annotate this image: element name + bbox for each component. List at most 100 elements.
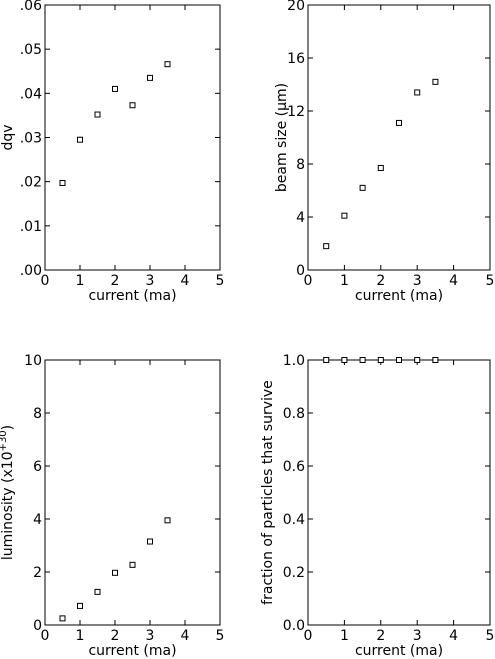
chart-panel-4: 0 1 2 3 4 5 0.0 0.2 0.4 0.6 0.8 1.0 current (ma) frac… [260, 353, 494, 659]
x-tick-label: 1 [76, 628, 85, 644]
data-point [112, 569, 118, 576]
data-point [129, 561, 136, 568]
x-tick-label: 3 [146, 628, 155, 644]
y-tick-label: 4 [296, 210, 305, 226]
y-tick-label: .04 [20, 86, 42, 102]
y-tick-label: 0.0 [283, 618, 305, 634]
data-point [341, 357, 348, 363]
data-point [377, 164, 384, 171]
data-point [414, 357, 421, 363]
y-axis-label-text: fraction of particles that survive [260, 380, 276, 605]
y-tick-label: 8 [296, 157, 305, 173]
x-tick-label: 3 [146, 273, 155, 289]
y-tick-label: .00 [20, 263, 42, 279]
y-tick-label: 2 [33, 565, 42, 581]
data-point [77, 136, 83, 143]
data-point [129, 102, 136, 109]
y-axis-label: luminosity (x10+30) [0, 425, 16, 560]
data-point [432, 78, 439, 85]
data-point [377, 357, 384, 363]
x-tick-label: 2 [376, 273, 385, 289]
x-tick-label: 5 [486, 273, 495, 289]
data-point [147, 538, 153, 545]
x-tick-label: 0 [41, 273, 50, 289]
y-axis-label-text: dqv [0, 124, 16, 150]
y-tick-label: 1.0 [283, 353, 305, 369]
y-axis-label: dqv [0, 124, 16, 150]
data-point [414, 89, 421, 96]
y-tick-label: 0.2 [283, 565, 305, 581]
x-tick-label: 5 [216, 273, 225, 289]
data-point [164, 517, 171, 524]
x-tick-label: 3 [413, 628, 422, 644]
y-tick-label: 4 [33, 512, 42, 528]
x-tick-label: 1 [340, 273, 349, 289]
data-point [396, 119, 402, 126]
y-axis-label-superscript: +30 [0, 430, 9, 451]
data-point [359, 357, 366, 363]
y-tick-label: 8 [33, 406, 42, 422]
data-point [94, 111, 101, 118]
y-axis-label-suffix: ) [0, 425, 16, 430]
x-tick-label: 4 [449, 273, 458, 289]
x-tick-label: 1 [76, 273, 85, 289]
y-tick-label: .05 [20, 42, 42, 58]
plot-frame [307, 359, 491, 626]
x-tick-label: 1 [340, 628, 349, 644]
plot-frame [44, 359, 221, 626]
y-axis-label-text: luminosity (x10 [0, 451, 16, 560]
y-tick-label: .06 [20, 0, 42, 14]
data-point [59, 179, 66, 186]
y-tick-label: .01 [20, 219, 42, 235]
x-tick-label: 2 [111, 273, 120, 289]
y-tick-label: 6 [33, 459, 42, 475]
data-point [147, 74, 153, 81]
data-point [323, 243, 330, 250]
y-tick-label: 0.4 [283, 512, 305, 528]
data-point [94, 588, 101, 595]
y-axis-label-text: beam size (μm) [274, 83, 290, 192]
x-tick-label: 0 [304, 628, 313, 644]
y-tick-label: 12 [287, 104, 305, 120]
x-tick-label: 4 [449, 628, 458, 644]
x-tick-label: 0 [304, 273, 313, 289]
x-axis-label: current (ma) [355, 288, 443, 304]
y-tick-label: 10 [24, 353, 42, 369]
x-tick-label: 4 [181, 273, 190, 289]
plot-frame [307, 4, 491, 271]
x-tick-label: 5 [486, 628, 495, 644]
y-tick-label: .03 [20, 131, 42, 147]
data-point [77, 602, 83, 609]
x-tick-label: 2 [111, 628, 120, 644]
data-point [396, 357, 402, 363]
chart-panel-3: 0 1 2 3 4 5 0 2 4 6 8 10 current (ma) luminosity (x10… [0, 353, 224, 659]
x-tick-label: 2 [376, 628, 385, 644]
y-tick-label: 0 [33, 618, 42, 634]
y-tick-label: .02 [20, 175, 42, 191]
data-point [341, 212, 348, 219]
data-point [112, 85, 118, 92]
x-tick-label: 0 [41, 628, 50, 644]
data-point [359, 184, 366, 191]
y-tick-label: 0.6 [283, 459, 305, 475]
x-tick-label: 5 [216, 628, 225, 644]
y-axis-label: beam size (μm) [274, 83, 290, 192]
data-point [164, 61, 171, 68]
y-tick-label: 0 [296, 263, 305, 279]
plot-frame [44, 4, 221, 271]
y-axis-label: fraction of particles that survive [260, 380, 276, 605]
y-tick-label: 20 [287, 0, 305, 14]
y-tick-label: 0.8 [283, 406, 305, 422]
x-axis-label: current (ma) [355, 643, 443, 659]
x-axis-label: current (ma) [88, 643, 176, 659]
data-point [323, 357, 330, 363]
x-axis-label: current (ma) [88, 288, 176, 304]
x-tick-label: 4 [181, 628, 190, 644]
x-tick-label: 3 [413, 273, 422, 289]
data-point [59, 615, 66, 622]
y-tick-label: 16 [287, 51, 305, 67]
data-point [432, 357, 439, 363]
chart-panel-1: 0 1 2 3 4 5 .00 .01 .02 .03 .04 .05 .06 current (ma) d… [0, 0, 224, 304]
